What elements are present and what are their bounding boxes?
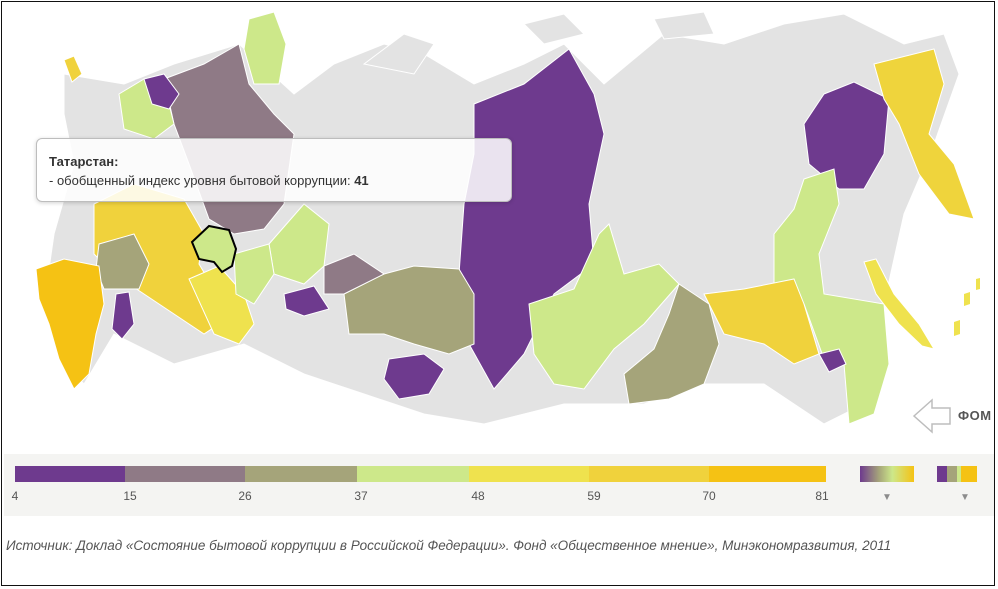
- region-kaliningrad[interactable]: [63, 55, 83, 83]
- region-kurgan[interactable]: [283, 285, 330, 317]
- discrete-swatch: [947, 466, 957, 482]
- region-bashkortostan[interactable]: [233, 243, 275, 305]
- region-zabaikalye[interactable]: [623, 283, 720, 405]
- scale-segment: [125, 466, 245, 482]
- region-south[interactable]: [35, 258, 105, 390]
- region-kamchatka[interactable]: [873, 48, 975, 220]
- tooltip-index-line: - обобщенный индекс уровня бытовой корру…: [49, 173, 511, 188]
- discrete-mode-dropdown-icon[interactable]: ▼: [960, 492, 970, 503]
- tooltip-index-label: - обобщенный индекс уровня бытовой корру…: [49, 173, 355, 188]
- fom-logo-icon: [912, 398, 951, 434]
- scale-segment: [589, 466, 709, 482]
- scale-tick: 48: [471, 489, 485, 503]
- region-tyumen[interactable]: [323, 253, 385, 295]
- scale-segment: [469, 466, 589, 482]
- scale-segment: [15, 466, 125, 482]
- color-scale-bar: [15, 466, 826, 482]
- region-tatarstan[interactable]: [190, 224, 238, 274]
- map-svg: [35, 11, 980, 425]
- fom-logo: ФОМ: [910, 390, 992, 442]
- region-jewish-ao[interactable]: [818, 348, 847, 373]
- region-tooltip: Татарстан: - обобщенный индекс уровня бы…: [36, 138, 512, 202]
- russia-map[interactable]: [4, 4, 994, 444]
- scale-segment: [357, 466, 469, 482]
- scale-tick: 26: [238, 489, 252, 503]
- discrete-swatch: [957, 466, 961, 482]
- region-murmansk[interactable]: [243, 11, 287, 85]
- scale-tick: 15: [123, 489, 137, 503]
- scale-tick: 70: [702, 489, 716, 503]
- region-krasnoyarsk[interactable]: [458, 48, 605, 390]
- tooltip-index-value: 41: [354, 173, 369, 188]
- region-kurils[interactable]: [954, 278, 980, 336]
- scale-tick: 59: [587, 489, 601, 503]
- discrete-swatch: [937, 466, 947, 482]
- region-sakhalin[interactable]: [863, 258, 936, 350]
- source-caption: Источник: Доклад «Состояние бытовой корр…: [6, 538, 892, 553]
- discrete-swatch: [961, 466, 977, 482]
- scale-tick: 81: [815, 489, 829, 503]
- region-kalmykia[interactable]: [111, 291, 135, 340]
- scale-tick: 37: [354, 489, 368, 503]
- region-altai[interactable]: [383, 353, 445, 400]
- region-no-data-islands[interactable]: [362, 11, 715, 75]
- scale-segment: [709, 466, 826, 482]
- gradient-mode-dropdown-icon[interactable]: ▼: [882, 492, 892, 503]
- fom-logo-text: ФОМ: [958, 408, 992, 423]
- tooltip-region-name: Татарстан:: [49, 154, 119, 169]
- gradient-mode-toggle[interactable]: [860, 466, 914, 482]
- region-leningrad[interactable]: [143, 73, 180, 110]
- scale-segment: [245, 466, 357, 482]
- region-khabarovsk[interactable]: [773, 168, 890, 425]
- discrete-mode-toggle[interactable]: [937, 466, 977, 482]
- region-sakha[interactable]: [803, 81, 890, 190]
- scale-tick: 4: [11, 489, 19, 503]
- legend: 4 15 26 37 48 59 70 81 ▼ ▼: [4, 454, 994, 516]
- region-west-siberia[interactable]: [343, 265, 475, 355]
